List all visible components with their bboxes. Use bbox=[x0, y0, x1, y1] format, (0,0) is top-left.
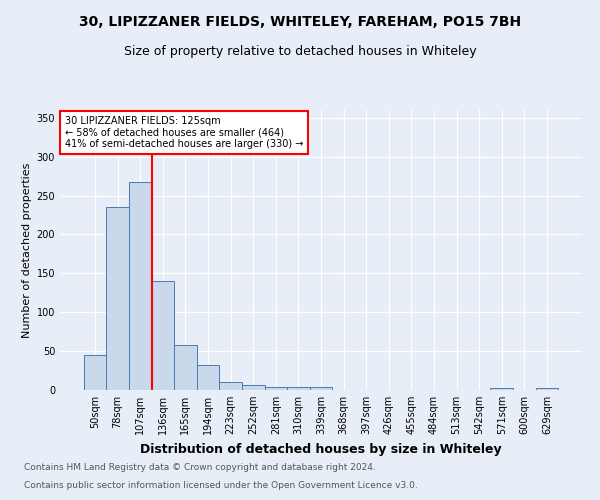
Bar bbox=[287, 387, 310, 390]
Bar bbox=[220, 382, 242, 390]
Bar bbox=[242, 384, 265, 390]
Text: 30 LIPIZZANER FIELDS: 125sqm
← 58% of detached houses are smaller (464)
41% of s: 30 LIPIZZANER FIELDS: 125sqm ← 58% of de… bbox=[65, 116, 304, 149]
Bar bbox=[129, 182, 152, 390]
Bar bbox=[265, 387, 287, 390]
Bar bbox=[197, 365, 220, 390]
Bar bbox=[106, 207, 129, 390]
Bar bbox=[84, 355, 106, 390]
Bar bbox=[152, 281, 174, 390]
Y-axis label: Number of detached properties: Number of detached properties bbox=[22, 162, 32, 338]
X-axis label: Distribution of detached houses by size in Whiteley: Distribution of detached houses by size … bbox=[140, 442, 502, 456]
Bar bbox=[310, 387, 332, 390]
Text: Contains public sector information licensed under the Open Government Licence v3: Contains public sector information licen… bbox=[24, 481, 418, 490]
Text: Size of property relative to detached houses in Whiteley: Size of property relative to detached ho… bbox=[124, 45, 476, 58]
Bar bbox=[490, 388, 513, 390]
Text: 30, LIPIZZANER FIELDS, WHITELEY, FAREHAM, PO15 7BH: 30, LIPIZZANER FIELDS, WHITELEY, FAREHAM… bbox=[79, 15, 521, 29]
Bar bbox=[536, 388, 558, 390]
Text: Contains HM Land Registry data © Crown copyright and database right 2024.: Contains HM Land Registry data © Crown c… bbox=[24, 464, 376, 472]
Bar bbox=[174, 345, 197, 390]
